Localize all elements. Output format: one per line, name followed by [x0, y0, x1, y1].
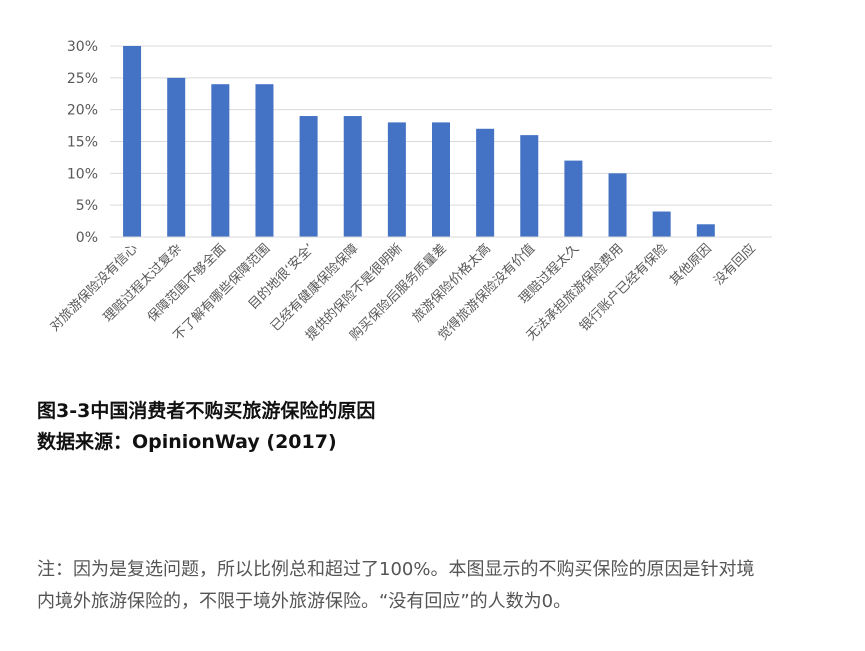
- bar: [167, 77, 186, 237]
- bar-chart: 0% 5% 10% 15% 20% 25% 30% 对旅游保险没有信心理赔过程太过复杂保障范…: [48, 39, 772, 344]
- bar: [123, 46, 142, 237]
- bar: [343, 116, 362, 237]
- bar: [387, 122, 406, 237]
- bar: [255, 84, 274, 237]
- footnote: 注：因为是复选问题，所以比例总和超过了100%。本图显示的不购买保险的原因是针对…: [37, 559, 755, 612]
- bar: [476, 128, 495, 237]
- bar: [299, 116, 318, 237]
- y-tick-label: 30%: [67, 39, 98, 55]
- bars: [123, 46, 715, 237]
- x-tick-label: 保障范围不够全面: [144, 241, 229, 326]
- x-tick-label: 理赔过程太过复杂: [101, 241, 185, 325]
- bar: [432, 122, 450, 237]
- bar: [211, 84, 230, 237]
- y-tick-label: 25%: [67, 71, 98, 87]
- bar: [696, 224, 715, 237]
- y-tick-label: 0%: [76, 230, 98, 246]
- figure-title: 图3-3中国消费者不购买旅游保险的原因: [37, 400, 376, 422]
- x-axis-labels: 对旅游保险没有信心理赔过程太过复杂保障范围不够全面不了解有哪些保障范围目的地很‘…: [48, 241, 759, 344]
- y-tick-label: 15%: [67, 135, 98, 151]
- y-tick-label: 10%: [67, 166, 98, 182]
- x-tick-label: 没有回应: [711, 241, 759, 289]
- bar: [652, 211, 671, 237]
- figure-source: 数据来源：OpinionWay (2017): [37, 431, 337, 453]
- x-tick-label: 其他原因: [667, 241, 714, 288]
- y-tick-label: 20%: [67, 103, 98, 119]
- y-axis-ticks: 0% 5% 10% 15% 20% 25% 30%: [67, 39, 98, 246]
- bar: [608, 173, 627, 237]
- y-tick-label: 5%: [76, 198, 98, 214]
- bar: [520, 135, 539, 237]
- bar: [564, 160, 583, 237]
- x-tick-label: 旅游保险价格太高: [409, 241, 494, 326]
